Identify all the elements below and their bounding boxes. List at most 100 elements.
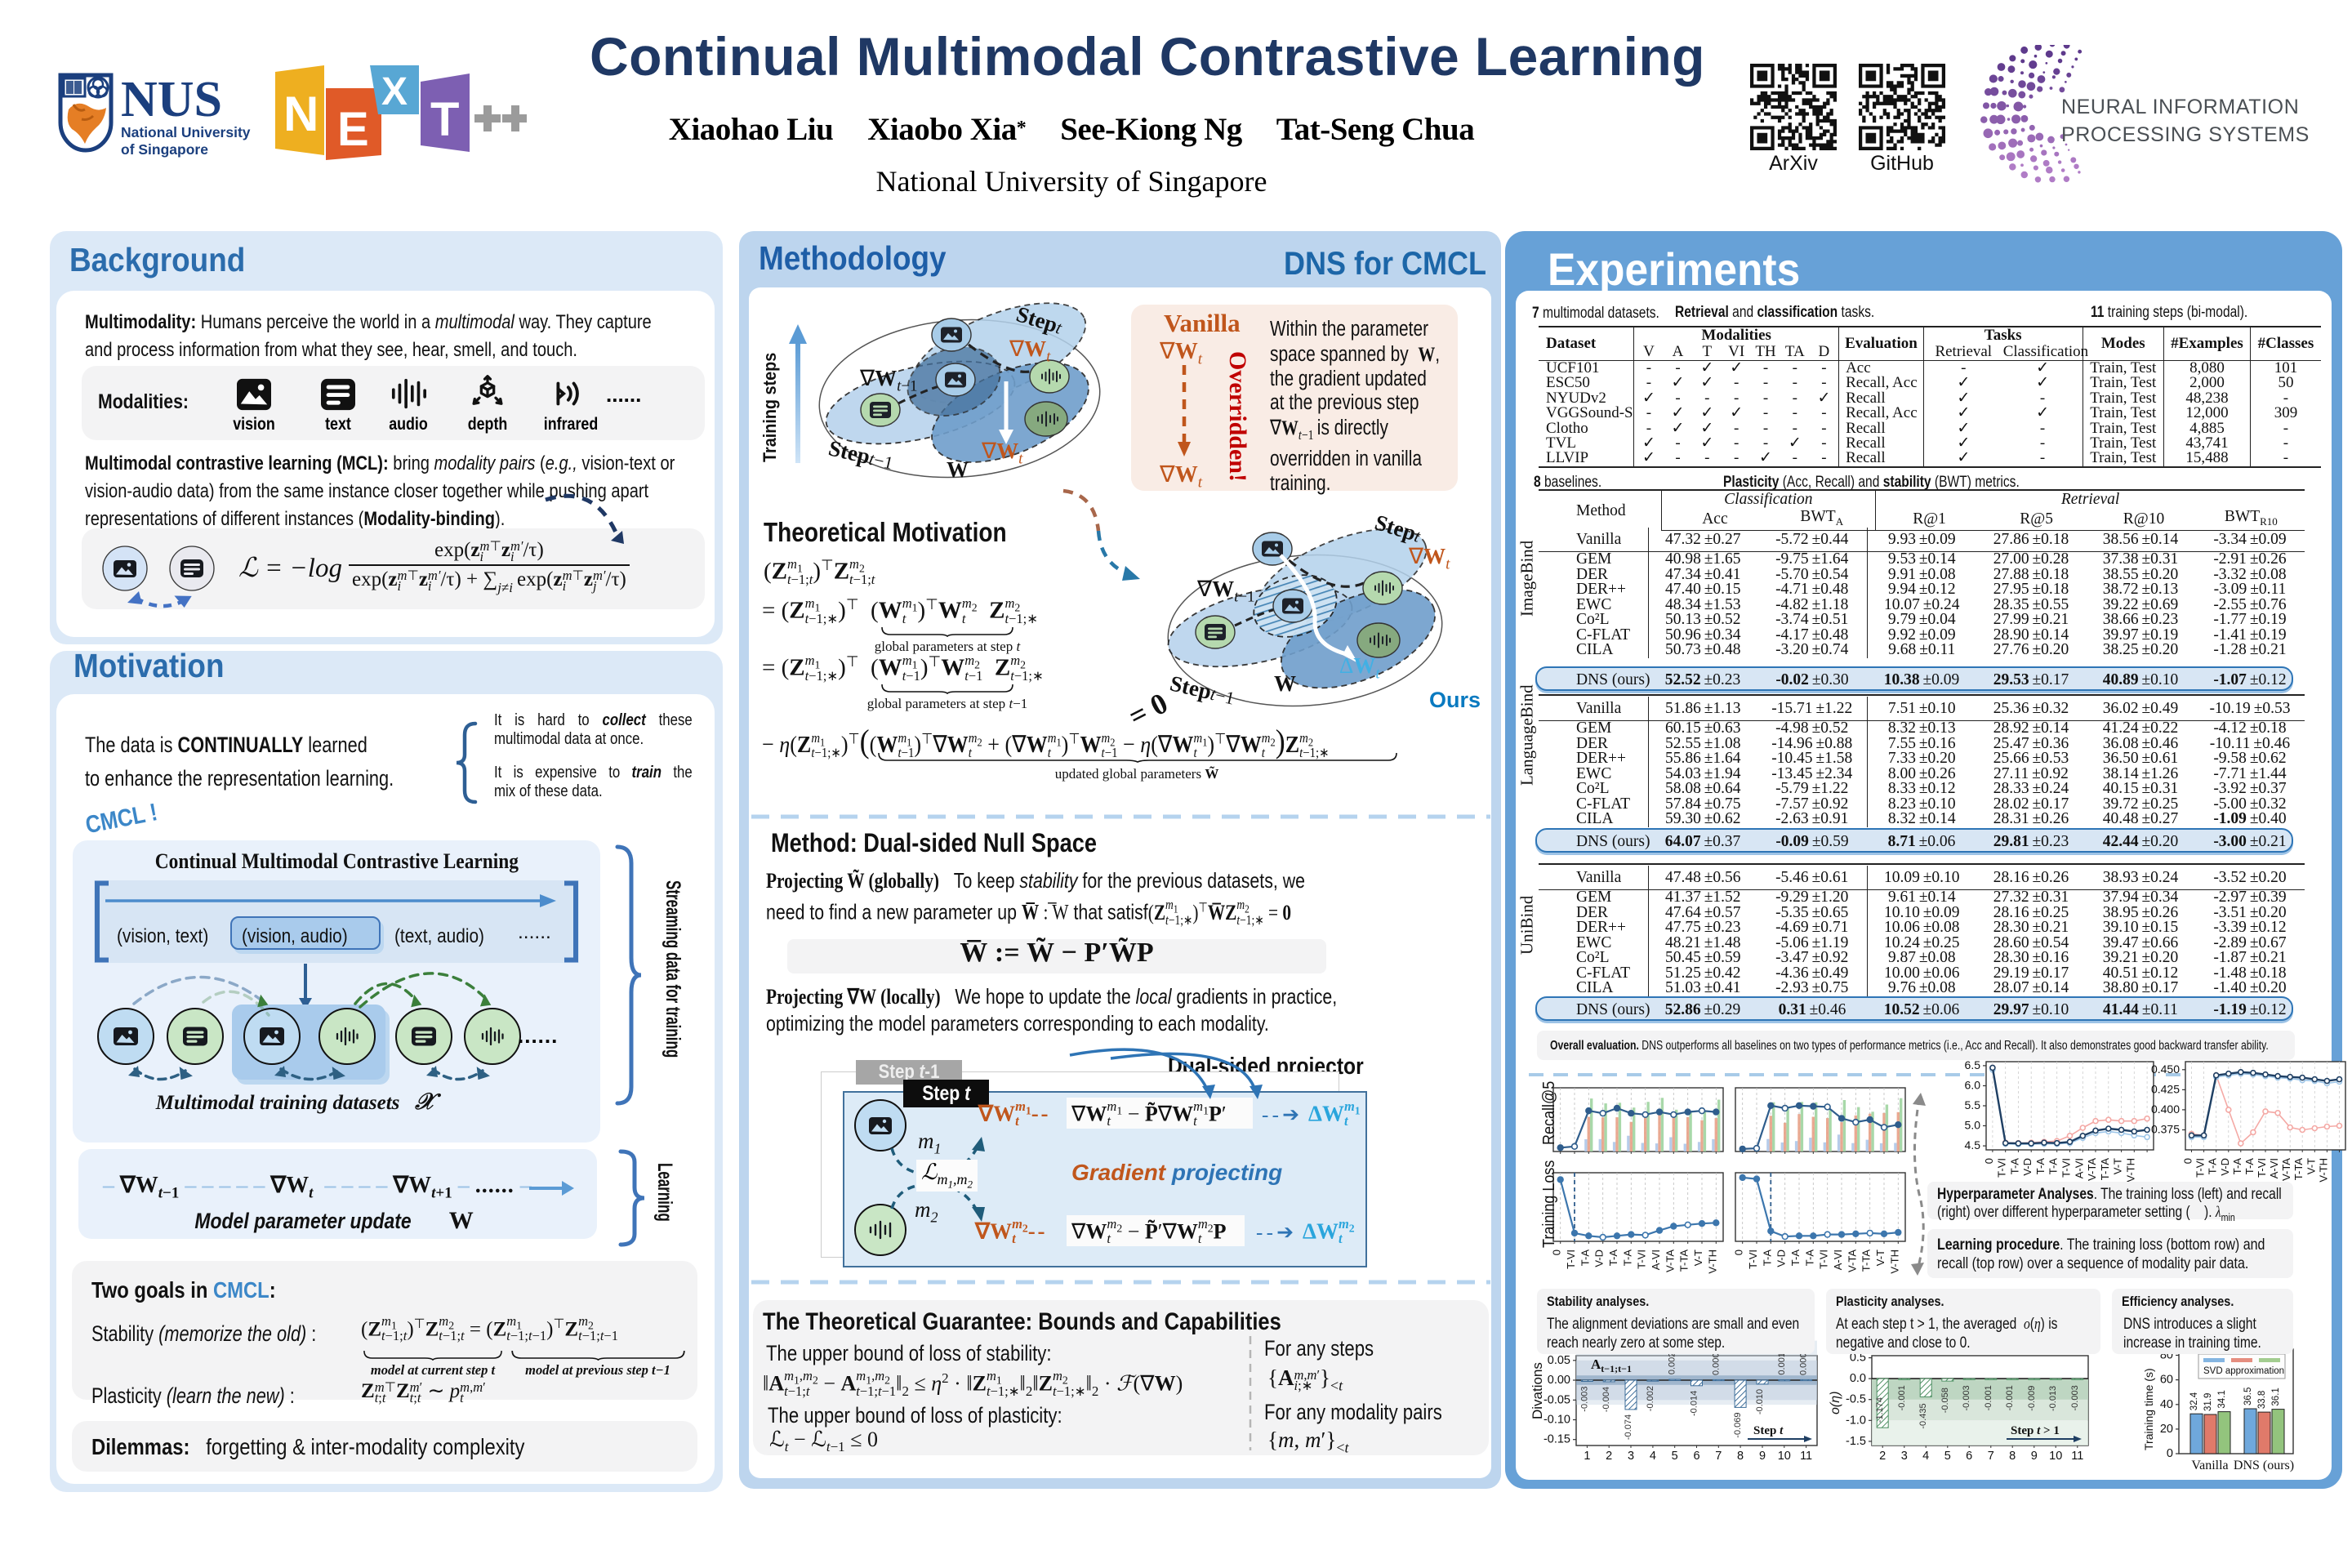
svg-text:0.0: 0.0 (1850, 1372, 1866, 1385)
svg-text:-0.5: -0.5 (1846, 1393, 1866, 1406)
svg-text:8: 8 (1737, 1450, 1744, 1463)
svg-text:36.5: 36.5 (2243, 1388, 2253, 1405)
svg-text:10: 10 (2049, 1450, 2062, 1463)
svg-text:-0.009: -0.009 (2027, 1386, 2037, 1411)
svg-text:-0.014: -0.014 (1690, 1391, 1699, 1416)
svg-text:-0.013: -0.013 (2048, 1386, 2058, 1411)
svg-text:2: 2 (1879, 1450, 1886, 1463)
svg-text:0.450: 0.450 (2151, 1062, 2180, 1076)
svg-text:-0.10: -0.10 (1544, 1414, 1570, 1427)
svg-text:A-VI: A-VI (2073, 1158, 2085, 1178)
svg-text:V-T: V-T (2305, 1158, 2317, 1174)
svg-text:31.9: 31.9 (2203, 1393, 2213, 1411)
svg-text:-0.435: -0.435 (1918, 1403, 1928, 1428)
svg-text:T-A: T-A (2231, 1158, 2243, 1175)
svg-text:of Singapore: of Singapore (121, 141, 208, 158)
svg-text:0.000: 0.000 (1799, 1352, 1809, 1375)
svg-text:Divations: Divations (1530, 1362, 1545, 1419)
svg-text:T-VI: T-VI (2194, 1158, 2207, 1178)
svg-text:6: 6 (1966, 1450, 1972, 1463)
svg-text:7: 7 (1715, 1450, 1722, 1463)
svg-text:T-TA: T-TA (1860, 1250, 1873, 1272)
svg-text:11: 11 (2071, 1450, 2083, 1463)
svg-text:0.5: 0.5 (1850, 1352, 1866, 1365)
svg-text:-0.074: -0.074 (1624, 1414, 1633, 1440)
svg-text:X: X (381, 70, 408, 114)
svg-text:T-VI: T-VI (1565, 1250, 1577, 1269)
svg-text:T-TA: T-TA (2292, 1158, 2305, 1181)
svg-text:N: N (283, 87, 318, 141)
svg-text:-0.058: -0.058 (1940, 1388, 1950, 1413)
svg-text:0.001: 0.001 (1777, 1352, 1787, 1375)
svg-text:V-TA: V-TA (2086, 1158, 2098, 1181)
svg-text:T-VI: T-VI (1747, 1250, 1759, 1269)
svg-text:T-A: T-A (1607, 1250, 1619, 1267)
svg-text:0: 0 (2182, 1158, 2194, 1164)
svg-text:T-A: T-A (2008, 1158, 2020, 1175)
svg-text:T-A: T-A (1789, 1250, 1802, 1267)
svg-text:T-A: T-A (1579, 1250, 1591, 1267)
svg-text:V-D: V-D (2021, 1158, 2034, 1176)
svg-text:4.5: 4.5 (1965, 1138, 1981, 1152)
svg-text:33.8: 33.8 (2257, 1391, 2267, 1409)
svg-text:V-T: V-T (2112, 1158, 2124, 1174)
svg-text:2: 2 (1606, 1450, 1612, 1463)
svg-text:A-VI: A-VI (2268, 1158, 2280, 1178)
svg-text:T-VI: T-VI (2060, 1158, 2073, 1178)
svg-text:-0.001: -0.001 (2005, 1385, 2015, 1410)
svg-text:E: E (337, 103, 369, 156)
svg-text:-0.002: -0.002 (1646, 1386, 1655, 1411)
svg-text:-1.0: -1.0 (1846, 1414, 1866, 1427)
svg-text:Step t: Step t (1753, 1424, 1784, 1437)
svg-text:-0.010: -0.010 (1755, 1389, 1765, 1414)
svg-text:3: 3 (1628, 1450, 1634, 1463)
svg-text:T-VI: T-VI (1996, 1158, 2008, 1178)
svg-text:T-VI: T-VI (2256, 1158, 2268, 1178)
svg-text:T-VI: T-VI (1636, 1250, 1648, 1269)
svg-text:-0.05: -0.05 (1544, 1393, 1570, 1406)
svg-text:V-TH: V-TH (1888, 1250, 1900, 1274)
svg-text:10: 10 (1778, 1450, 1791, 1463)
svg-text:5.0: 5.0 (1965, 1119, 1981, 1132)
svg-text:20: 20 (2160, 1423, 2173, 1436)
svg-text:o(η): o(η) (1829, 1392, 1842, 1414)
svg-text:0: 0 (1551, 1250, 1563, 1255)
svg-text:34.1: 34.1 (2217, 1390, 2227, 1408)
svg-text:V-D: V-D (1775, 1250, 1788, 1267)
svg-text:0.400: 0.400 (2151, 1102, 2180, 1116)
svg-text:-0.003: -0.003 (2070, 1385, 2080, 1410)
svg-text:6.0: 6.0 (1965, 1079, 1981, 1092)
svg-text:T-A: T-A (1761, 1250, 1773, 1267)
svg-text:5: 5 (1944, 1450, 1951, 1463)
svg-text:V-TH: V-TH (2317, 1158, 2329, 1183)
svg-text:V-T: V-T (1692, 1250, 1704, 1266)
svg-text:T-A: T-A (2207, 1158, 2219, 1175)
svg-text:5.5: 5.5 (1965, 1098, 1981, 1111)
svg-text:-0.004: -0.004 (1601, 1387, 1611, 1412)
svg-text:-1.5: -1.5 (1846, 1435, 1866, 1448)
svg-text:Training time (s): Training time (s) (2142, 1368, 2155, 1450)
svg-text:0.425: 0.425 (2151, 1082, 2180, 1095)
svg-text:0: 0 (1983, 1158, 1995, 1164)
svg-text:T-A: T-A (2034, 1158, 2047, 1175)
svg-text:9: 9 (2031, 1450, 2038, 1463)
svg-text:V-TA: V-TA (2280, 1158, 2292, 1181)
svg-text:60: 60 (2160, 1374, 2173, 1387)
svg-text:4: 4 (1922, 1450, 1929, 1463)
svg-text:-0.003: -0.003 (1579, 1387, 1589, 1412)
svg-text:Vanilla: Vanilla (2191, 1459, 2228, 1472)
svg-text:36.1: 36.1 (2271, 1388, 2281, 1405)
svg-text:V-TH: V-TH (1706, 1250, 1718, 1274)
svg-text:0.05: 0.05 (1548, 1354, 1570, 1367)
svg-text:0: 0 (1733, 1250, 1745, 1255)
svg-text:8: 8 (2009, 1450, 2016, 1463)
svg-text:-1.174: -1.174 (1875, 1397, 1885, 1423)
svg-text:-0.001: -0.001 (1984, 1385, 1993, 1410)
svg-text:4: 4 (1650, 1450, 1656, 1463)
svg-text:T-A: T-A (1621, 1250, 1633, 1267)
svg-text:11: 11 (1800, 1450, 1812, 1463)
svg-text:V-TA: V-TA (1664, 1250, 1676, 1272)
svg-text:T: T (430, 93, 459, 146)
svg-text:5: 5 (1672, 1450, 1678, 1463)
svg-text:At−1;t−1: At−1;t−1 (1591, 1356, 1632, 1374)
